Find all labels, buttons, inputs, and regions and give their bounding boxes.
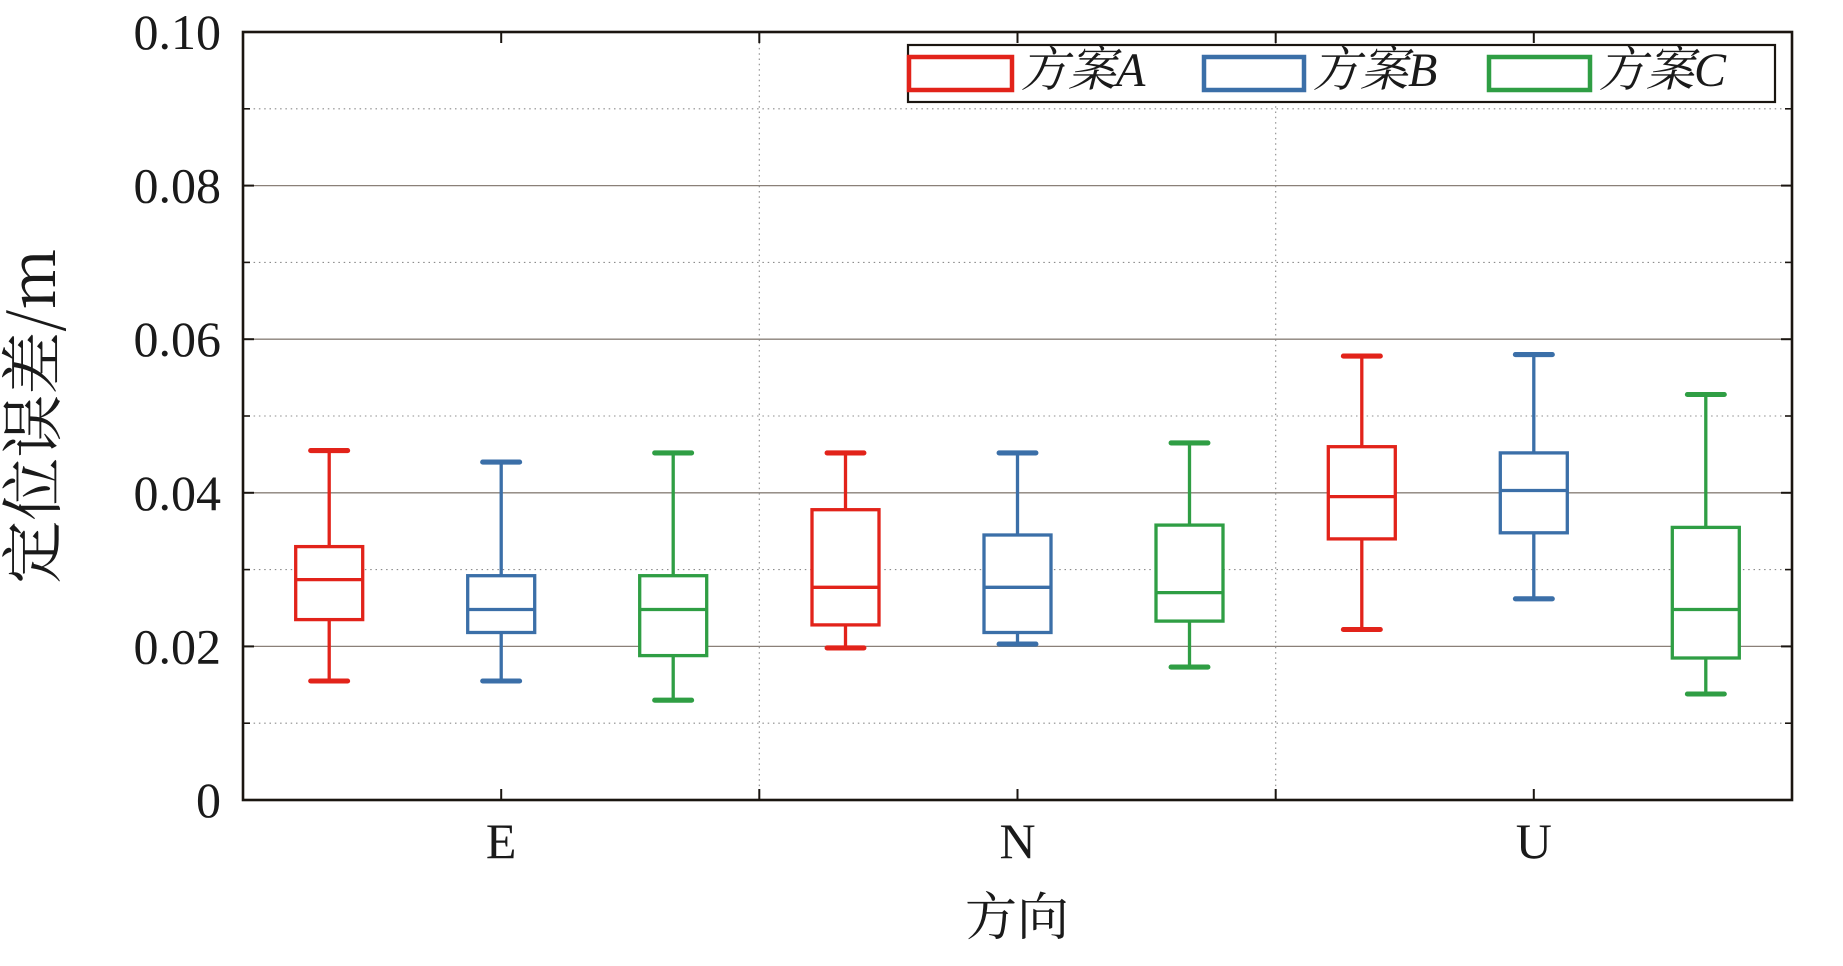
svg-text:方向: 方向 [965, 875, 1069, 950]
svg-text:0.06: 0.06 [134, 311, 222, 367]
svg-text:0.04: 0.04 [134, 465, 222, 521]
svg-text:方案A: 方案A [1020, 44, 1146, 97]
svg-text:方案B: 方案B [1312, 44, 1437, 97]
svg-text:0: 0 [196, 772, 221, 828]
svg-text:E: E [486, 813, 517, 869]
svg-text:N: N [999, 813, 1035, 869]
svg-text:0.10: 0.10 [134, 4, 222, 60]
svg-text:U: U [1516, 813, 1552, 869]
svg-text:方案C: 方案C [1598, 44, 1727, 97]
svg-text:定位误差/m: 定位误差/m [0, 248, 74, 584]
svg-text:0.02: 0.02 [134, 618, 222, 674]
svg-text:0.08: 0.08 [134, 158, 222, 214]
